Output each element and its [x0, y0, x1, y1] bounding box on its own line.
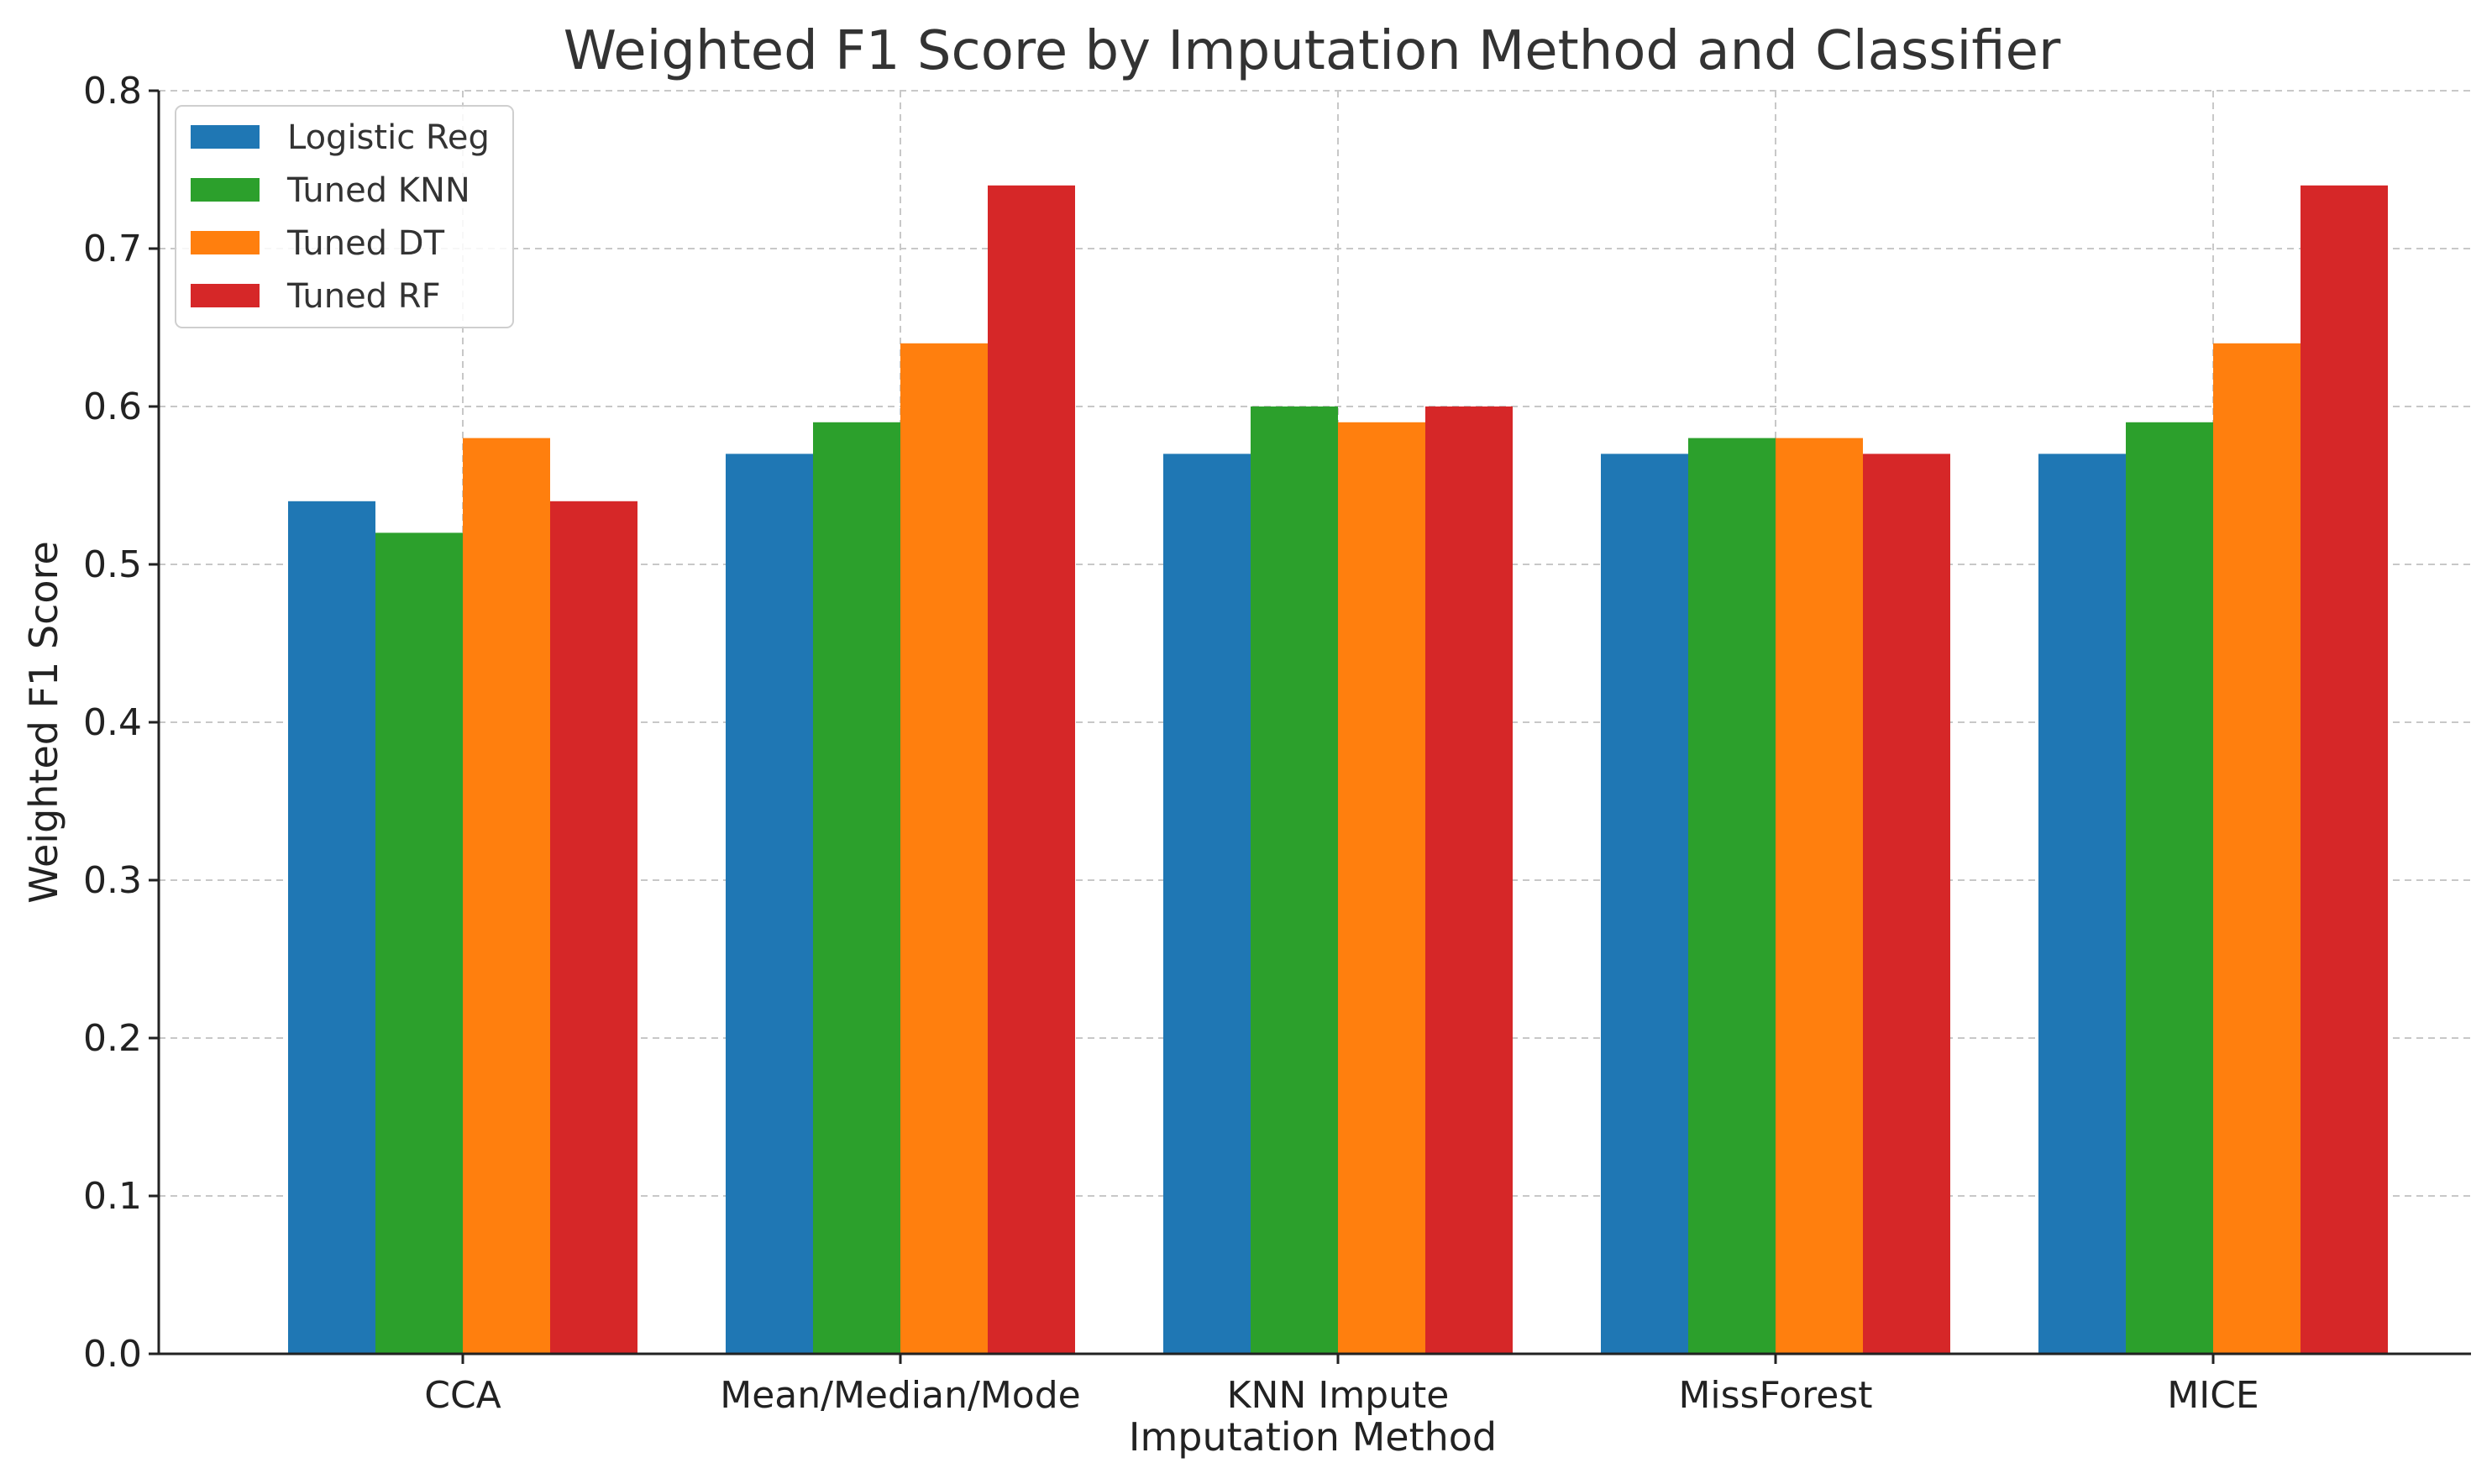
- chart-title: Weighted F1 Score by Imputation Method a…: [564, 20, 2061, 82]
- x-tick-label: Mean/Median/Mode: [720, 1374, 1080, 1417]
- x-tick-label: MissForest: [1678, 1374, 1872, 1417]
- x-axis-label: Imputation Method: [1129, 1414, 1497, 1460]
- y-tick-label: 0.4: [83, 701, 142, 744]
- legend-label: Tuned RF: [286, 277, 441, 316]
- bar-logistic-reg: [1163, 454, 1251, 1354]
- y-tick-label: 0.8: [83, 70, 142, 113]
- legend-swatch: [191, 125, 260, 149]
- legend-label: Tuned DT: [286, 224, 445, 263]
- ticks-layer: 0.0 0.1 0.2 0.3 0.4 0.5 0.6 0.7 0.8 CCA Mean/Media…: [83, 70, 2259, 1417]
- bar-tuned-rf: [2301, 185, 2388, 1354]
- x-tick-label: CCA: [424, 1374, 501, 1417]
- bar-logistic-reg: [726, 454, 813, 1354]
- legend-swatch: [191, 178, 260, 202]
- x-tick-label: MICE: [2167, 1374, 2259, 1417]
- bar-tuned-rf: [1863, 454, 1950, 1354]
- legend-frame: [175, 105, 514, 328]
- bar-tuned-knn: [375, 532, 463, 1354]
- y-tick-label: 0.7: [83, 228, 142, 270]
- bar-tuned-dt: [2213, 343, 2301, 1354]
- bars-layer: [288, 185, 2388, 1354]
- bar-logistic-reg: [2038, 454, 2126, 1354]
- bar-tuned-rf: [550, 501, 637, 1354]
- y-tick-label: 0.5: [83, 543, 142, 586]
- bar-tuned-dt: [463, 438, 550, 1354]
- legend: Logistic Reg Tuned KNN Tuned DT Tuned RF: [175, 105, 514, 328]
- bar-tuned-knn: [1688, 438, 1776, 1354]
- legend-label: Tuned KNN: [286, 171, 470, 210]
- y-tick-label: 0.3: [83, 859, 142, 902]
- bar-tuned-dt: [900, 343, 988, 1354]
- bar-tuned-knn: [813, 422, 900, 1354]
- bar-tuned-rf: [988, 185, 1075, 1354]
- bar-logistic-reg: [1601, 454, 1688, 1354]
- y-tick-label: 0.1: [83, 1175, 142, 1218]
- legend-swatch: [191, 284, 260, 307]
- legend-swatch: [191, 231, 260, 254]
- bar-tuned-dt: [1776, 438, 1863, 1354]
- y-tick-label: 0.0: [83, 1333, 142, 1376]
- y-tick-label: 0.2: [83, 1017, 142, 1060]
- bar-tuned-knn: [1251, 406, 1338, 1354]
- legend-label: Logistic Reg: [287, 118, 490, 157]
- y-axis-label: Weighted F1 Score: [21, 541, 66, 904]
- x-tick-label: KNN Impute: [1227, 1374, 1450, 1417]
- bar-tuned-rf: [1425, 406, 1513, 1354]
- bar-tuned-dt: [1338, 422, 1425, 1354]
- bar-tuned-knn: [2126, 422, 2213, 1354]
- y-tick-label: 0.6: [83, 385, 142, 428]
- bar-logistic-reg: [288, 501, 375, 1354]
